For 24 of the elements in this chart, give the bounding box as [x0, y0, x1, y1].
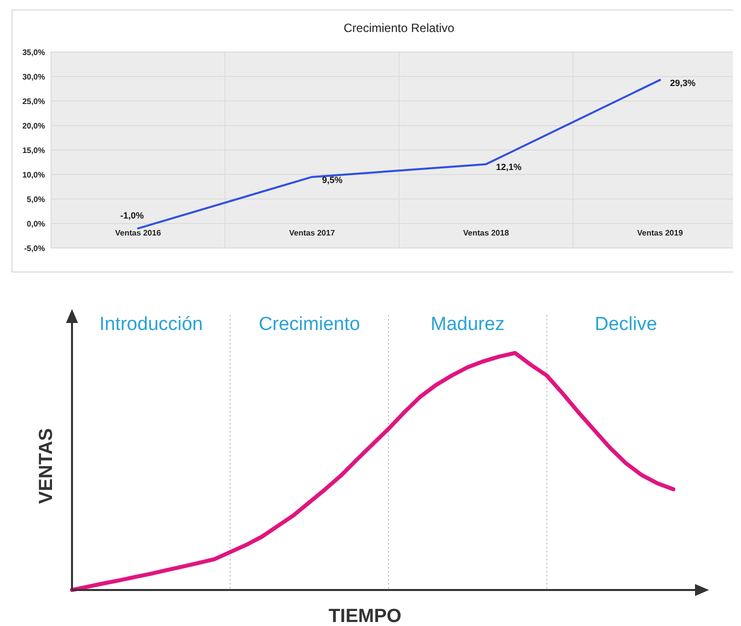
y-tick-label: 35,0% [22, 48, 45, 57]
y-tick-label: 30,0% [22, 72, 45, 82]
y-tick-label: 0,0% [26, 219, 45, 228]
data-label: 29,3% [670, 78, 696, 88]
data-label: 9,5% [322, 174, 343, 185]
x-tick-label: Ventas 2016 [115, 228, 162, 238]
chart-title: Crecimiento Relativo [344, 21, 455, 35]
x-tick-label: Ventas 2018 [463, 228, 510, 238]
data-label: 12,1% [496, 162, 522, 172]
text: Declive [594, 314, 658, 335]
text: Introducción [99, 314, 203, 335]
data-label: -1,0% [120, 210, 144, 220]
x-tick-label: Ventas 2017 [289, 228, 336, 238]
y-axis-title: VENTAS [36, 428, 57, 504]
y-tick-label: 10,0% [22, 170, 45, 180]
y-tick-label: 20,0% [22, 121, 45, 130]
text: Crecimiento [258, 314, 360, 335]
y-tick-label: 5,0% [26, 194, 45, 204]
y-tick-label: 15,0% [22, 146, 45, 155]
y-tick-label: 25,0% [22, 96, 45, 106]
x-tick-label: Ventas 2019 [637, 228, 684, 238]
x-axis-title: TIEMPO [328, 606, 402, 626]
y-tick-label: -5,0% [24, 244, 45, 253]
text: Madurez [430, 314, 505, 335]
